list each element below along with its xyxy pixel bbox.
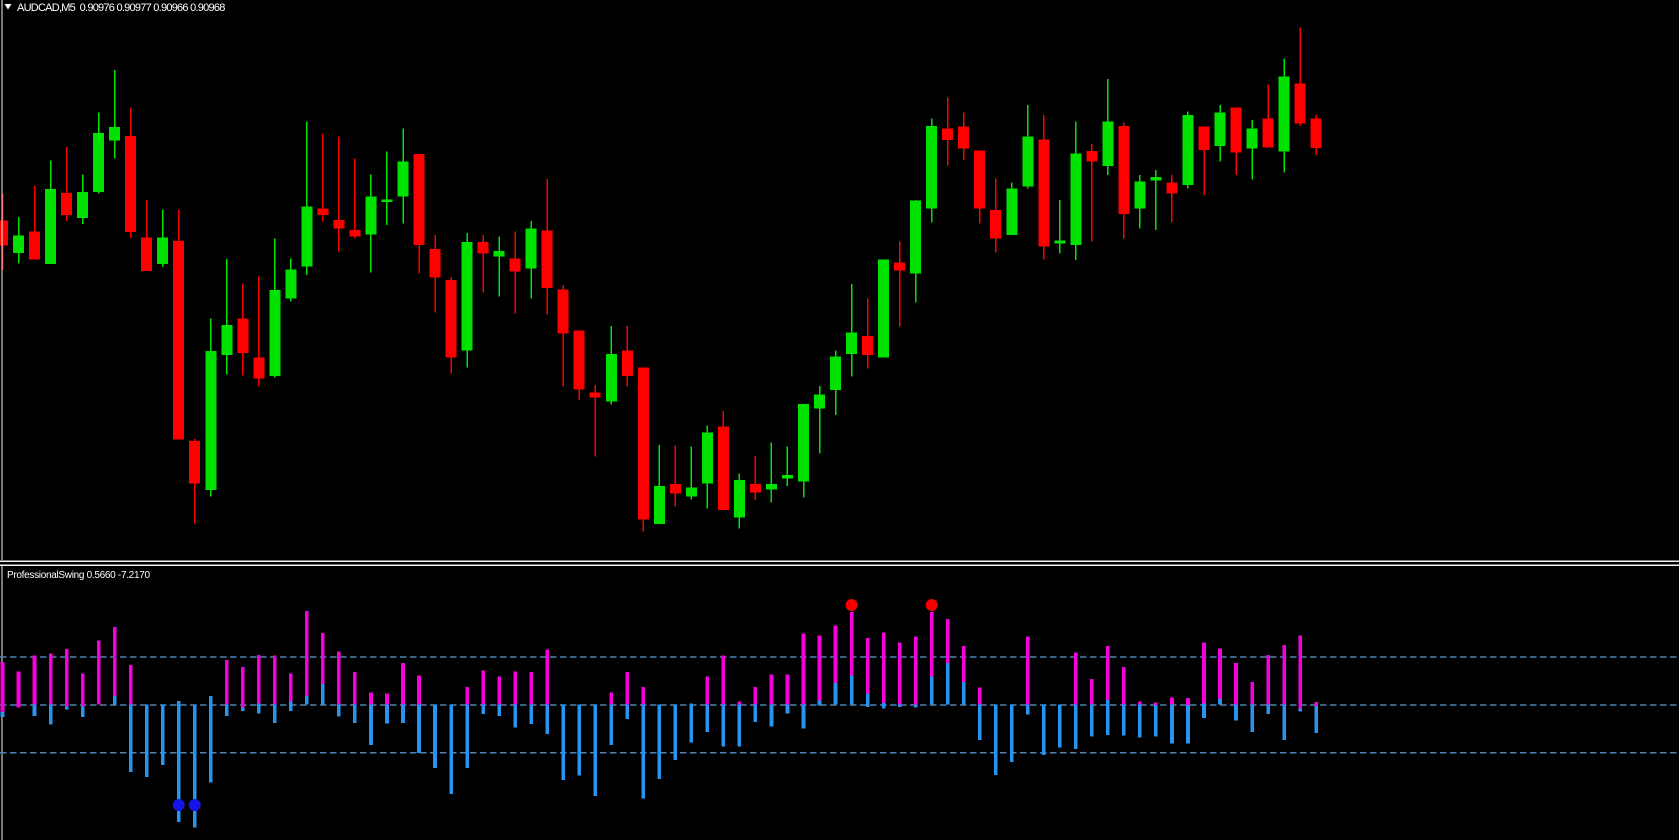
- svg-text:ProfessionalSwing 0.5660 -7.21: ProfessionalSwing 0.5660 -7.2170: [7, 570, 150, 581]
- svg-text:AUDCAD,M5 0.90976 0.90977 0.9: AUDCAD,M5 0.90976 0.90977 0.90966 0.9096…: [17, 2, 225, 14]
